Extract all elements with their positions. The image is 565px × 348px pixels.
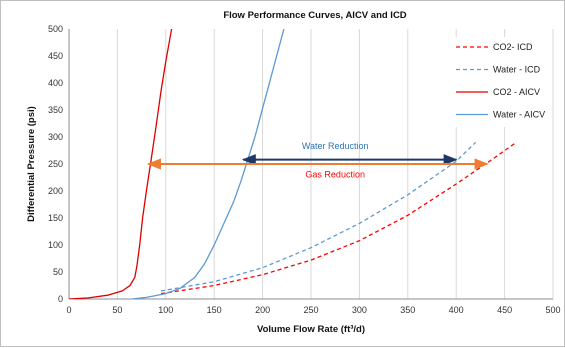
chart-title: Flow Performance Curves, AICV and ICD: [223, 10, 406, 21]
series-line-3: [131, 29, 285, 299]
y-tick-label: 150: [48, 213, 63, 223]
y-tick-label: 350: [48, 105, 63, 115]
x-tick-label: 450: [497, 305, 512, 315]
x-tick-label: 500: [545, 305, 560, 315]
legend-entry: CO2- ICD: [493, 42, 533, 52]
x-tick-label: 50: [112, 305, 122, 315]
y-tick-label: 450: [48, 51, 63, 61]
legend-entry: Water - ICD: [493, 65, 541, 75]
x-tick-label: 0: [66, 305, 71, 315]
y-axis-label: Differential Pressure (psi): [26, 106, 37, 222]
annotation-label: Gas Reduction: [305, 170, 365, 180]
y-tick-label: 100: [48, 240, 63, 250]
x-tick-label: 200: [255, 305, 270, 315]
y-tick-label: 0: [58, 294, 63, 304]
x-tick-labels: 0 50 100 150 200 250 300 350 400 450 500: [66, 305, 560, 315]
legend: CO2- ICD Water - ICD CO2 - AICV Water - AIC…: [447, 37, 551, 127]
annotations: Water Reduction Gas Reduction: [146, 141, 489, 180]
y-tick-label: 50: [53, 267, 63, 277]
x-tick-label: 100: [158, 305, 173, 315]
annotation-label: Water Reduction: [302, 141, 369, 151]
series-line-2: [69, 29, 173, 299]
y-tick-label: 400: [48, 78, 63, 88]
legend-entry: CO2 - AICV: [493, 87, 540, 97]
legend-box: [447, 37, 551, 127]
legend-entry: Water - AICV: [493, 110, 545, 120]
x-tick-label: 250: [303, 305, 318, 315]
y-tick-labels: 0 50 100 150 200 250 300 350 400 450 500: [48, 24, 63, 304]
x-tick-label: 150: [207, 305, 222, 315]
axes: [68, 29, 553, 300]
y-tick-label: 300: [48, 132, 63, 142]
y-tick-label: 200: [48, 186, 63, 196]
x-tick-label: 350: [400, 305, 415, 315]
x-tick-label: 300: [352, 305, 367, 315]
x-axis-label: Volume Flow Rate (ft³/d): [257, 324, 365, 335]
series-line-0: [160, 141, 517, 295]
y-tick-label: 250: [48, 159, 63, 169]
x-tick-label: 400: [449, 305, 464, 315]
y-tick-label: 500: [48, 24, 63, 34]
